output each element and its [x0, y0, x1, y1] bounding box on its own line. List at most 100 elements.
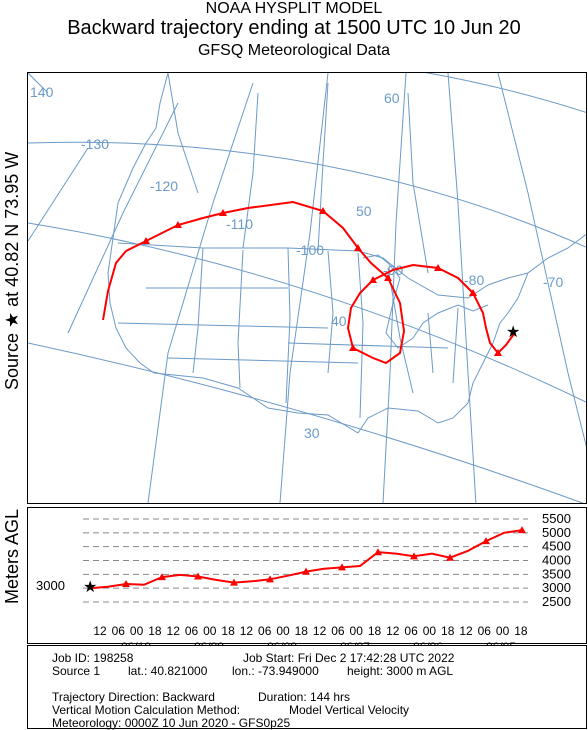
- source-name: Source 1: [52, 664, 101, 678]
- trajectory-marker: [174, 221, 182, 228]
- altitude-marker: [266, 575, 274, 583]
- parallel-40: [28, 222, 586, 403]
- hour-tick-label: 12: [459, 624, 473, 638]
- trajectory-marker: [349, 344, 357, 351]
- altitude-marker: [158, 573, 166, 581]
- map-outlines: [107, 73, 586, 434]
- trajectory-marker: [469, 289, 477, 296]
- hour-tick-label: 00: [423, 624, 437, 638]
- trajectory-marker: [319, 207, 327, 214]
- altitude-y-tick-label: 5500: [542, 511, 571, 526]
- altitude-marker: [518, 526, 526, 534]
- hour-tick-label: 06: [112, 624, 126, 638]
- source-height: height: 3000 m AGL: [347, 664, 454, 678]
- altitude-y-tick-label: 4500: [542, 539, 571, 554]
- job-id: Job ID: 198258: [52, 651, 134, 665]
- altitude-source-star-icon: ★: [83, 579, 98, 596]
- trajectory-marker: [219, 209, 227, 216]
- hour-tick-label: 18: [441, 624, 455, 638]
- altitude-marker: [446, 553, 454, 561]
- altitude-panel: 5500 5000 4500 4000 3500 3000 2500 12 06 00 18 12 0…: [27, 507, 587, 654]
- hour-tick-label: 12: [240, 624, 254, 638]
- hour-tick-label: 00: [130, 624, 144, 638]
- lon-label-70: -70: [543, 274, 563, 290]
- lon-label-80: -80: [464, 272, 484, 288]
- trajectory-marker: [369, 276, 377, 283]
- hour-tick-label: 06: [478, 624, 492, 638]
- job-start: Job Start: Fri Dec 2 17:42:28 UTC 2022: [243, 651, 455, 665]
- altitude-marker: [338, 563, 346, 571]
- altitude-gridlines: [83, 518, 528, 603]
- trajectory-marker: [354, 244, 362, 251]
- altitude-marker: [122, 580, 130, 588]
- hour-tick-label: 12: [93, 624, 107, 638]
- altitude-axis-label: Meters AGL: [2, 508, 22, 604]
- meridian-120: [67, 102, 179, 334]
- altitude-series-line: [89, 529, 523, 590]
- altitude-y-tick-label: 3000: [542, 580, 571, 595]
- lat-label-60: 60: [384, 90, 400, 106]
- us-canada-border: [117, 242, 529, 299]
- meteorology-title: GFSQ Meteorological Data: [197, 42, 391, 59]
- atlantic-coast: [467, 233, 586, 404]
- lon-label-110: -110: [226, 216, 253, 232]
- hour-tick-label: 00: [276, 624, 290, 638]
- hour-tick-label: 18: [295, 624, 309, 638]
- parallel-50: [28, 141, 586, 248]
- lon-label-100: -100: [296, 242, 324, 258]
- hour-tick-label: 00: [350, 624, 364, 638]
- coastline-west: [107, 73, 169, 374]
- altitude-hour-ticks: 12 06 00 18 12 06 00 18 12 06 00 18 12 06 00 18 12 06 00 18…: [93, 624, 528, 638]
- hour-tick-label: 00: [496, 624, 510, 638]
- hour-tick-label: 12: [313, 624, 327, 638]
- source-height-label: 3000: [36, 578, 65, 593]
- altitude-marker: [410, 552, 418, 560]
- meridian-110: [147, 82, 254, 503]
- source-star-icon: ★: [506, 324, 520, 341]
- canada-provinces: [167, 73, 429, 274]
- hour-tick-label: 06: [331, 624, 345, 638]
- altitude-marker: [374, 548, 382, 556]
- altitude-markers: [122, 526, 526, 588]
- meridian-100: [279, 73, 329, 503]
- altitude-marker: [302, 567, 310, 575]
- meteorology-info: Meteorology: 0000Z 10 Jun 2020 - GFS0p25: [52, 716, 291, 730]
- meridian-80: [447, 73, 477, 503]
- meridian-140: [28, 73, 49, 94]
- lon-label-140: 140: [30, 84, 54, 100]
- altitude-y-tick-label: 5000: [542, 525, 571, 540]
- parallel-60: [28, 73, 586, 113]
- source-lat: lat.: 40.821000: [128, 664, 208, 678]
- altitude-y-tick-label: 3500: [542, 566, 571, 581]
- model-title: NOAA HYSPLIT MODEL: [205, 0, 383, 17]
- hour-tick-label: 06: [404, 624, 418, 638]
- hour-tick-label: 18: [221, 624, 235, 638]
- lat-label-50: 50: [356, 203, 372, 219]
- graticule-labels: 140 -130 -120 -110 -100 -90 -80 -70 60 5…: [30, 84, 563, 441]
- meridian-70: [497, 73, 586, 448]
- meridian-90: [382, 73, 407, 503]
- parallel-30: [28, 342, 584, 503]
- hour-tick-label: 06: [258, 624, 272, 638]
- great-lakes: [362, 254, 489, 349]
- gulf-coast: [357, 402, 469, 434]
- lat-label-30: 30: [304, 425, 320, 441]
- trajectory-marker: [434, 264, 442, 271]
- hour-tick-label: 18: [368, 624, 382, 638]
- lat-label-40: 40: [331, 313, 347, 329]
- meridian-130: [28, 147, 89, 242]
- us-mexico-border: [153, 372, 359, 434]
- altitude-y-tick-label: 2500: [542, 594, 571, 609]
- trajectory-title: Backward trajectory ending at 1500 UTC 1…: [67, 17, 521, 39]
- hour-tick-label: 06: [185, 624, 199, 638]
- hour-tick-label: 18: [148, 624, 162, 638]
- run-info-panel: [27, 645, 587, 729]
- hour-tick-label: 12: [167, 624, 181, 638]
- altitude-marker: [482, 537, 490, 545]
- altitude-y-tick-label: 4000: [542, 553, 571, 568]
- altitude-marker: [230, 578, 238, 586]
- hour-tick-label: 12: [386, 624, 400, 638]
- source-lon: lon.: -73.949000: [232, 664, 319, 678]
